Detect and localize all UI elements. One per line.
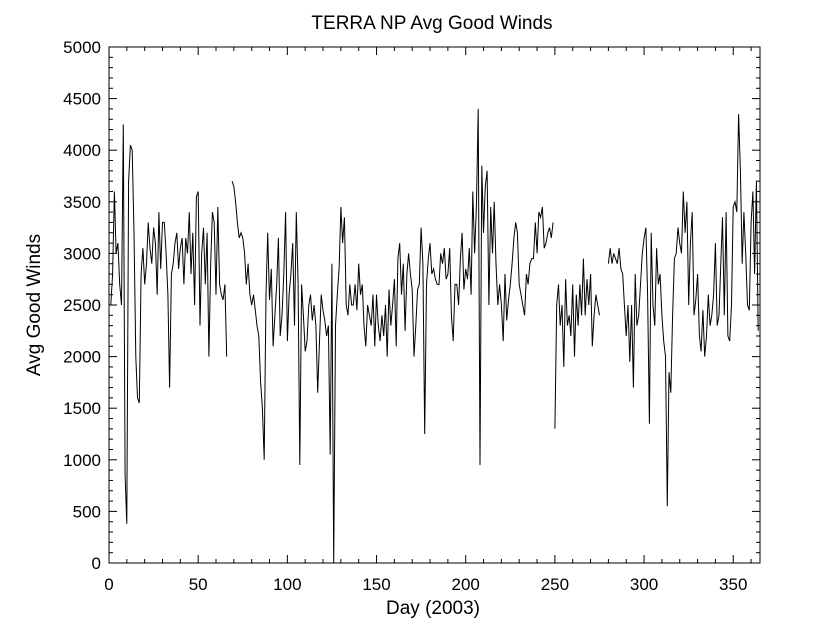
- y-tick-label: 3500: [63, 193, 101, 212]
- series-line-segment-1: [110, 124, 228, 524]
- y-tick-label: 5000: [63, 38, 101, 57]
- series-line-segment-2: [231, 108, 554, 564]
- x-tick-label: 250: [541, 575, 569, 594]
- axis-ticks: [108, 46, 761, 564]
- series-line-segment-3: [554, 258, 600, 429]
- y-tick-label: 4000: [63, 141, 101, 160]
- x-tick-label: 200: [452, 575, 480, 594]
- x-tick-label: 100: [273, 575, 301, 594]
- tick-labels: 0 50 100 150 200 250 300 3500500100015002000250…: [63, 38, 747, 594]
- x-tick-label: 0: [104, 575, 113, 594]
- y-tick-label: 1000: [63, 451, 101, 470]
- x-axis-label: Day (2003): [386, 598, 480, 619]
- y-tick-label: 0: [92, 554, 101, 573]
- x-tick-label: 150: [362, 575, 390, 594]
- y-tick-label: 500: [73, 502, 101, 521]
- series-line-segment-4: [607, 114, 759, 507]
- plot-area: [110, 108, 759, 564]
- chart-title: TERRA NP Avg Good Winds: [311, 13, 552, 34]
- y-tick-label: 2500: [63, 296, 101, 315]
- y-tick-label: 1500: [63, 399, 101, 418]
- y-tick-label: 3000: [63, 244, 101, 263]
- y-tick-label: 2000: [63, 348, 101, 367]
- x-tick-label: 50: [189, 575, 208, 594]
- x-tick-label: 300: [630, 575, 658, 594]
- y-axis-label: Avg Good Winds: [24, 234, 45, 376]
- y-tick-label: 4500: [63, 90, 101, 109]
- x-tick-label: 350: [719, 575, 747, 594]
